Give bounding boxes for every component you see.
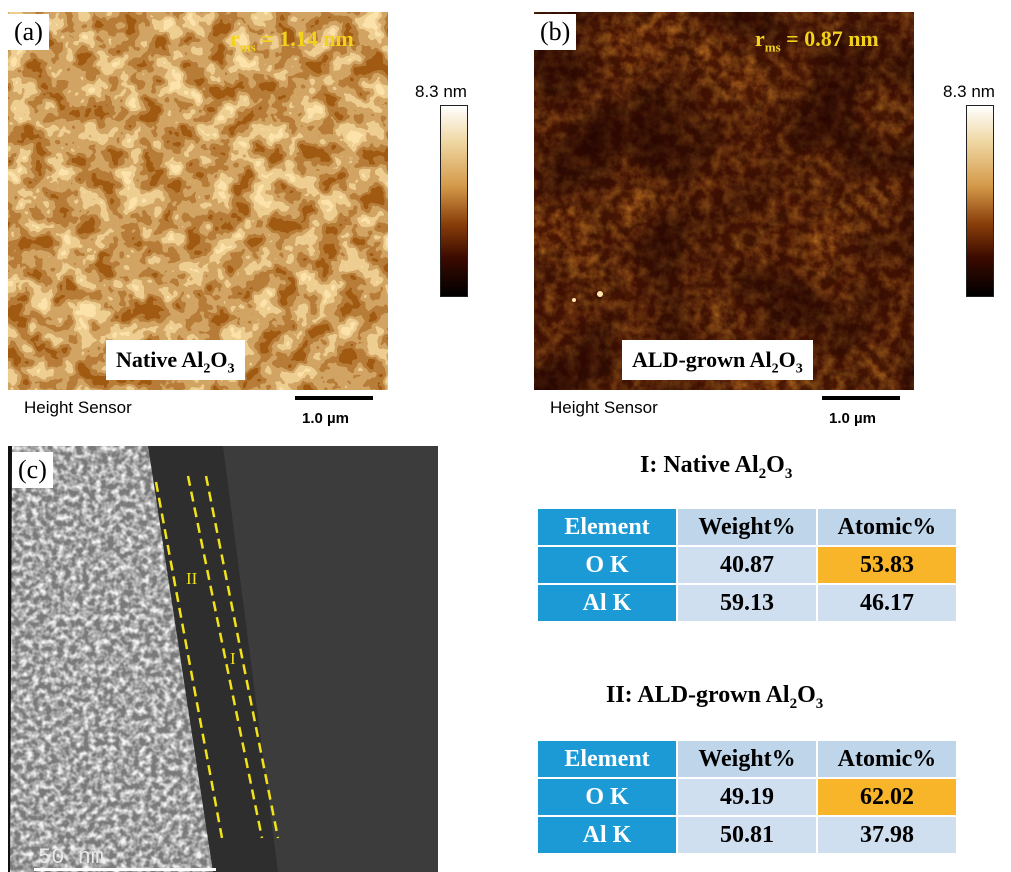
panel-label-c: (c) xyxy=(12,452,53,488)
scalebar-line-b xyxy=(822,396,900,400)
caption-text: ALD-grown Al xyxy=(632,347,772,372)
cell-weight: 40.87 xyxy=(678,547,816,583)
caption-native: Native Al2O3 xyxy=(106,340,245,380)
region-I-label: I xyxy=(230,649,236,668)
header-atomic: Atomic% xyxy=(818,741,956,777)
title-o: O xyxy=(766,452,785,478)
tem-scalebar-text: 50 nm xyxy=(38,845,105,870)
rms-value-b: rms = 0.87 nm xyxy=(755,26,879,55)
header-element: Element xyxy=(538,741,676,777)
table-row: Al K 50.81 37.98 xyxy=(538,817,956,853)
colorbar-max-b: 8.3 nm xyxy=(943,82,995,101)
cell-atomic: 37.98 xyxy=(818,817,956,853)
header-weight: Weight% xyxy=(678,509,816,545)
scalebar-text-a: 1.0 µm xyxy=(302,410,349,427)
title-text: II: ALD-grown Al xyxy=(606,682,790,708)
header-element: Element xyxy=(538,509,676,545)
height-sensor-b: Height Sensor xyxy=(550,398,658,417)
table-header-row: Element Weight% Atomic% xyxy=(538,741,956,777)
region-II-label: II xyxy=(186,569,198,588)
afm-image-native xyxy=(8,12,388,390)
afm-ald-texture xyxy=(534,12,914,390)
table-II: Element Weight% Atomic% O K 49.19 62.02 … xyxy=(536,739,958,855)
colorbar-max-a: 8.3 nm xyxy=(415,82,467,101)
caption-o: O xyxy=(778,347,796,372)
table-row: O K 40.87 53.83 xyxy=(538,547,956,583)
title-sub-1: 2 xyxy=(789,695,798,712)
rms-value-a: rms = 1.14 nm xyxy=(230,26,354,55)
caption-sub-1: 2 xyxy=(771,361,779,377)
afm-native-texture xyxy=(8,12,388,390)
colorbar-b xyxy=(966,105,994,297)
cell-element: Al K xyxy=(538,817,676,853)
rms-prefix: r xyxy=(755,26,765,51)
table-II-title: II: ALD-grown Al2O3 xyxy=(606,682,823,713)
table-I-title: I: Native Al2O3 xyxy=(640,452,792,483)
scalebar-line-a xyxy=(295,396,373,400)
tem-texture: II I xyxy=(8,446,438,872)
cell-weight: 50.81 xyxy=(678,817,816,853)
title-o: O xyxy=(797,682,816,708)
rms-prefix: r xyxy=(230,26,240,51)
panel-label-a: (a) xyxy=(8,14,49,50)
cell-weight: 59.13 xyxy=(678,585,816,621)
caption-sub-2: 3 xyxy=(795,361,803,377)
caption-sub-1: 2 xyxy=(203,361,211,377)
header-atomic: Atomic% xyxy=(818,509,956,545)
header-weight: Weight% xyxy=(678,741,816,777)
colorbar-a xyxy=(440,105,468,297)
caption-o: O xyxy=(210,347,228,372)
cell-atomic: 46.17 xyxy=(818,585,956,621)
rms-number: = 1.14 nm xyxy=(261,26,354,51)
title-sub-1: 2 xyxy=(758,465,767,482)
scalebar-text-b: 1.0 µm xyxy=(829,410,876,427)
table-header-row: Element Weight% Atomic% xyxy=(538,509,956,545)
height-sensor-a: Height Sensor xyxy=(24,398,132,417)
cell-element: O K xyxy=(538,547,676,583)
cell-element: O K xyxy=(538,779,676,815)
table-row: O K 49.19 62.02 xyxy=(538,779,956,815)
cell-element: Al K xyxy=(538,585,676,621)
rms-subscript: ms xyxy=(239,39,256,55)
caption-ald: ALD-grown Al2O3 xyxy=(622,340,813,380)
table-I: Element Weight% Atomic% O K 40.87 53.83 … xyxy=(536,507,958,623)
title-sub-2: 3 xyxy=(815,695,824,712)
afm-image-ald xyxy=(534,12,914,390)
cell-atomic: 53.83 xyxy=(818,547,956,583)
tem-image: II I xyxy=(8,446,438,872)
title-sub-2: 3 xyxy=(784,465,793,482)
caption-text: Native Al xyxy=(116,347,204,372)
rms-subscript: ms xyxy=(764,39,781,55)
tem-scalebar-line xyxy=(34,868,216,871)
cell-weight: 49.19 xyxy=(678,779,816,815)
caption-sub-2: 3 xyxy=(227,361,235,377)
title-text: I: Native Al xyxy=(640,452,759,478)
table-row: Al K 59.13 46.17 xyxy=(538,585,956,621)
cell-atomic: 62.02 xyxy=(818,779,956,815)
panel-label-b: (b) xyxy=(534,14,577,50)
rms-number: = 0.87 nm xyxy=(786,26,879,51)
